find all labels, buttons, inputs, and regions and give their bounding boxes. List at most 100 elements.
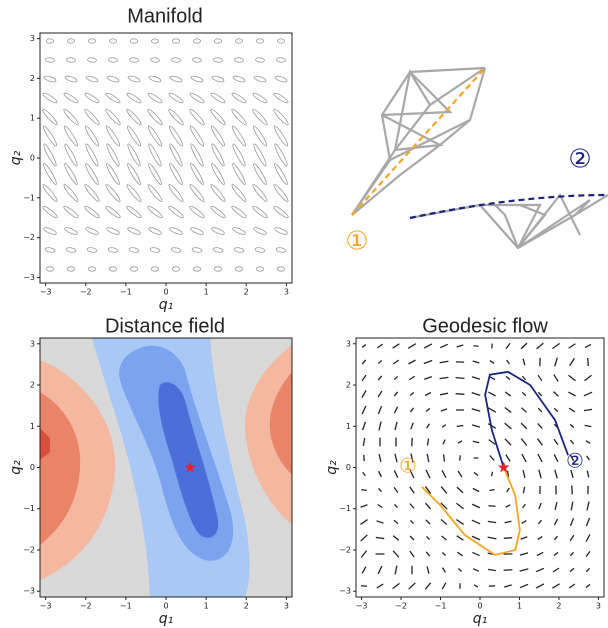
metric-ellipse (125, 183, 142, 203)
quiver-arrow (586, 534, 590, 541)
quiver-arrow (472, 377, 480, 379)
quiver-arrow (393, 344, 400, 348)
metric-ellipse (146, 183, 163, 203)
quiver-arrow (523, 470, 525, 478)
metric-ellipse (62, 183, 79, 203)
metric-ellipse (85, 75, 98, 83)
quiver-arrow (554, 552, 558, 555)
quiver-arrow (361, 551, 367, 558)
y-tick-label: 0 (346, 463, 351, 472)
x-tick-label: 0 (163, 602, 168, 611)
panel: ①②−3−2−10123−3−2−10123Geodesic flowq₁q₂ (324, 315, 604, 627)
metric-ellipse (235, 39, 242, 43)
quiver-arrow (410, 408, 413, 412)
metric-ellipse (231, 92, 247, 105)
quiver-arrow (586, 441, 590, 444)
quiver-arrow (520, 553, 528, 555)
metric-ellipse (253, 75, 266, 83)
metric-ellipse (168, 92, 184, 105)
quiver-arrow (490, 361, 494, 364)
quiver-arrow (539, 520, 542, 524)
metric-ellipse (147, 92, 163, 105)
quiver-arrow (552, 343, 559, 348)
quiver-arrow (457, 426, 463, 427)
metric-ellipse (105, 205, 122, 219)
quiver-arrow (362, 344, 366, 347)
metric-ellipse (214, 39, 221, 43)
quiver-arrow (410, 520, 413, 523)
quiver-arrow (427, 566, 429, 573)
quiver-arrow (587, 502, 589, 511)
metric-ellipse (192, 247, 203, 253)
quiver-arrow (504, 585, 512, 587)
quiver-arrow (377, 584, 384, 588)
metric-ellipse (42, 205, 59, 219)
metric-ellipse (192, 57, 201, 62)
metric-ellipse (167, 108, 184, 126)
metric-ellipse (151, 267, 159, 272)
metric-ellipse (211, 75, 224, 83)
metric-ellipse (109, 267, 117, 272)
metric-ellipse (193, 267, 201, 272)
quiver-arrow (585, 344, 591, 347)
metric-ellipse (105, 92, 121, 105)
curve-label: ① (399, 454, 417, 478)
quiver-arrow (472, 520, 480, 524)
metric-ellipse (209, 183, 226, 203)
metric-ellipse (193, 39, 200, 43)
quiver-arrow (472, 552, 479, 555)
x-tick-label: −2 (80, 602, 92, 611)
metric-ellipse (211, 226, 225, 235)
quiver-arrow (538, 392, 541, 396)
metric-ellipse (67, 39, 74, 43)
x-tick-label: 3 (596, 602, 601, 611)
metric-ellipse (87, 247, 98, 253)
quiver-arrow (570, 535, 574, 541)
metric-ellipse (172, 39, 179, 43)
quiver-arrow (394, 487, 398, 492)
quiver-arrow (570, 568, 574, 571)
metric-ellipse (235, 267, 243, 272)
quiver-arrow (586, 518, 589, 526)
quiver-arrow (586, 584, 590, 587)
quiver-arrow (393, 360, 398, 364)
y-axis-label: q₂ (8, 460, 24, 475)
metric-ellipse (148, 75, 161, 83)
quiver-arrow (488, 521, 496, 522)
quiver-arrow (425, 503, 430, 509)
metric-ellipse (83, 108, 100, 126)
quiver-arrow (378, 360, 381, 363)
quiver-arrow (378, 504, 383, 507)
quiver-arrow (586, 568, 589, 571)
quiver-arrow (379, 488, 382, 491)
quiver-arrow (442, 583, 446, 589)
curve-label: ② (566, 449, 584, 473)
x-axis-label: q₁ (159, 611, 174, 627)
quiver-arrow (492, 472, 493, 477)
quiver-arrow (424, 377, 432, 380)
quiver-arrow (472, 425, 480, 427)
quiver-arrow (472, 504, 480, 508)
axes-frame (40, 33, 292, 283)
metric-ellipse (252, 92, 268, 105)
metric-ellipse (46, 39, 53, 43)
y-tick-label: 0 (30, 463, 35, 472)
metric-ellipse (45, 57, 54, 62)
quiver-arrow (362, 375, 366, 381)
quiver-arrow (411, 423, 413, 430)
metric-ellipse (46, 267, 54, 272)
quiver-arrow (395, 566, 397, 575)
quiver-arrow (569, 375, 576, 381)
quiver-arrow (426, 409, 430, 412)
metric-ellipse (41, 108, 58, 126)
quiver-arrow (427, 439, 428, 446)
quiver-arrow (522, 521, 526, 524)
metric-ellipse (190, 226, 204, 235)
y-tick-label: 3 (30, 34, 35, 43)
quiver-arrow (539, 503, 541, 509)
metric-ellipse (168, 205, 185, 219)
quiver-arrow (378, 566, 382, 574)
quiver-arrow (554, 519, 557, 525)
x-tick-label: −2 (395, 602, 407, 611)
y-tick-label: −3 (23, 273, 35, 282)
